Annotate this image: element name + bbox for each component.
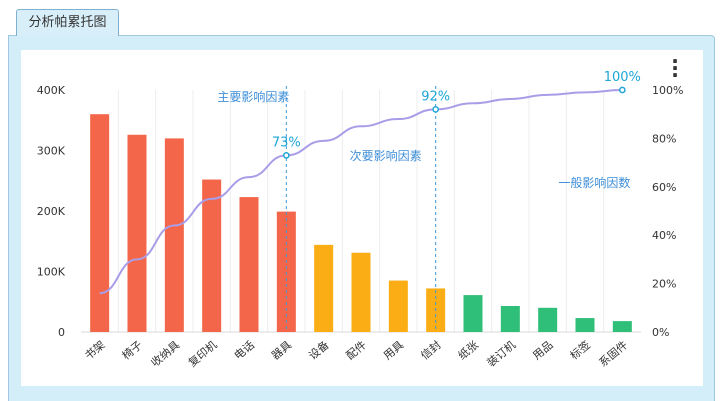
cumulative-marker bbox=[618, 86, 626, 94]
bar-书架 bbox=[90, 114, 110, 332]
region-label: 一般影响因数 bbox=[558, 175, 630, 190]
bar-器具 bbox=[276, 211, 296, 332]
chart-panel: · · · 0 100K 200K 300K 400K 0% 20% 40% 60% 80% 100% 书… bbox=[8, 35, 715, 401]
x-tick-label: 复印机 bbox=[185, 338, 219, 370]
y2-tick-label: 40% bbox=[652, 229, 676, 242]
cumulative-marker bbox=[432, 106, 440, 113]
bar-纸张 bbox=[463, 295, 483, 332]
y-tick-label: 300K bbox=[37, 145, 66, 158]
bar-复印机 bbox=[202, 179, 222, 332]
bar-电话 bbox=[239, 197, 259, 332]
pareto-chart: 0 100K 200K 300K 400K 0% 20% 40% 60% 80% 100% 书架 椅子收… bbox=[37, 70, 684, 370]
tab-pareto-analysis[interactable]: 分析帕累托图 bbox=[16, 9, 119, 36]
bar-用品 bbox=[538, 307, 558, 332]
y2-tick-label: 80% bbox=[652, 132, 676, 145]
y-tick-label: 100K bbox=[37, 266, 66, 279]
x-tick-label: 电话 bbox=[232, 338, 257, 362]
bar-设备 bbox=[314, 244, 334, 332]
cumulative-point-label: 73% bbox=[272, 135, 301, 150]
region-label: 次要影响因素 bbox=[350, 148, 422, 163]
y2-tick-label: 20% bbox=[652, 278, 676, 291]
x-tick-label: 配件 bbox=[344, 338, 369, 362]
x-tick-label: 用具 bbox=[381, 338, 406, 362]
bar-椅子 bbox=[127, 134, 147, 332]
x-tick-label: 椅子 bbox=[119, 338, 145, 363]
bar-配件 bbox=[351, 252, 371, 332]
x-tick-label: 装订机 bbox=[484, 338, 518, 370]
x-tick-label: 器具 bbox=[269, 338, 294, 362]
y-tick-label: 400K bbox=[37, 84, 66, 97]
chart-card: · · · 0 100K 200K 300K 400K 0% 20% 40% 60% 80% 100% 书… bbox=[21, 50, 703, 386]
x-tick-label: 标签 bbox=[567, 338, 593, 363]
more-options-icon[interactable]: · · · bbox=[671, 49, 679, 87]
bar-标签 bbox=[575, 318, 595, 332]
x-tick-label: 设备 bbox=[306, 338, 332, 363]
x-tick-label: 收纳具 bbox=[148, 338, 182, 370]
x-tick-label: 信封 bbox=[418, 338, 444, 363]
y2-tick-label: 60% bbox=[652, 181, 676, 194]
bar-系固件 bbox=[612, 321, 632, 332]
y-tick-label: 0 bbox=[58, 326, 65, 339]
cumulative-marker bbox=[282, 151, 290, 159]
x-tick-label: 纸张 bbox=[456, 338, 481, 362]
region-label: 主要影响因素 bbox=[217, 89, 289, 104]
cumulative-point-label: 92% bbox=[421, 89, 450, 104]
x-tick-label: 系固件 bbox=[597, 338, 631, 369]
y2-tick-label: 0% bbox=[652, 326, 669, 339]
cumulative-point-label: 100% bbox=[604, 70, 641, 85]
x-tick-label: 书架 bbox=[82, 338, 107, 362]
y2-tick-label: 100% bbox=[652, 84, 683, 97]
bar-收纳具 bbox=[164, 138, 184, 332]
bar-用具 bbox=[388, 280, 408, 332]
x-tick-label: 用品 bbox=[530, 338, 555, 362]
cumulative-line bbox=[99, 89, 623, 295]
bar-装订机 bbox=[500, 305, 520, 332]
y-tick-label: 200K bbox=[37, 205, 66, 218]
